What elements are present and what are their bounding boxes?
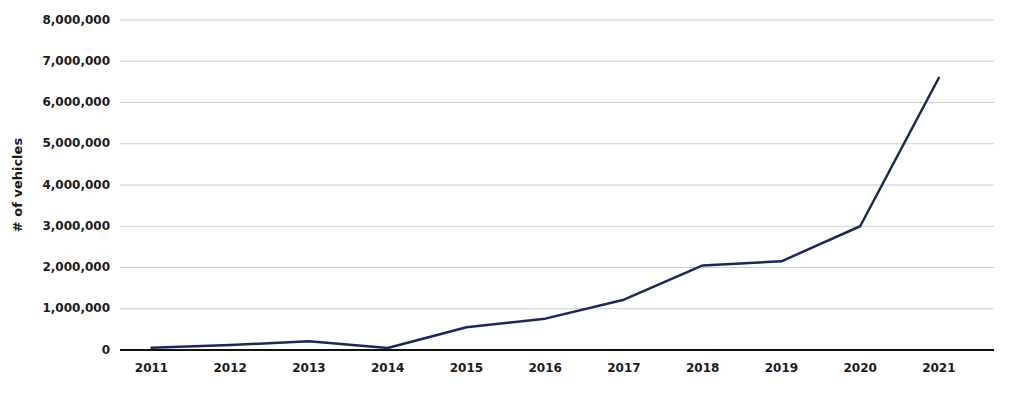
x-tick-label: 2012	[214, 361, 247, 375]
y-axis-label: # of vehicles	[10, 138, 25, 233]
y-grid	[120, 20, 994, 350]
chart-container: 0 1,000,000 2,000,000 3,000,000 4,000,000 5,0…	[0, 0, 1024, 400]
y-tick-label: 1,000,000	[42, 301, 110, 315]
y-tick-label: 4,000,000	[42, 178, 110, 192]
grid-line	[120, 308, 994, 309]
y-tick-label: 3,000,000	[42, 219, 110, 233]
x-tick-label: 2019	[765, 361, 798, 375]
grid-line	[120, 143, 994, 144]
plot-area	[152, 78, 939, 348]
y-tick-label: 7,000,000	[42, 54, 110, 68]
chart: 0 1,000,000 2,000,000 3,000,000 4,000,000 5,0…	[0, 0, 1024, 400]
grid-line	[120, 20, 994, 21]
x-tick-label: 2017	[607, 361, 640, 375]
y-tick-label: 6,000,000	[42, 95, 110, 109]
x-tick-labels: 2011 2012 2013 2014 2015 2016 2017 2018 2019 2020…	[135, 361, 956, 375]
x-tick-label: 2014	[371, 361, 404, 375]
y-tick-label: 2,000,000	[42, 260, 110, 274]
x-tick-label: 2011	[135, 361, 168, 375]
x-tick-label: 2013	[292, 361, 325, 375]
data-line	[152, 78, 939, 348]
x-tick-label: 2018	[686, 361, 719, 375]
grid-line	[120, 102, 994, 103]
x-axis-line	[120, 349, 994, 351]
y-tick-label: 0	[102, 343, 110, 357]
grid-line	[120, 350, 994, 351]
y-tick-label: 8,000,000	[42, 13, 110, 27]
grid-line	[120, 61, 994, 62]
grid-line	[120, 185, 994, 186]
y-tick-labels: 0 1,000,000 2,000,000 3,000,000 4,000,000 5,0…	[42, 13, 110, 357]
x-tick-label: 2020	[843, 361, 876, 375]
grid-line	[120, 267, 994, 268]
grid-line	[120, 226, 994, 227]
x-tick-label: 2015	[450, 361, 483, 375]
x-tick-label: 2021	[922, 361, 955, 375]
y-tick-label: 5,000,000	[42, 136, 110, 150]
x-tick-label: 2016	[528, 361, 561, 375]
